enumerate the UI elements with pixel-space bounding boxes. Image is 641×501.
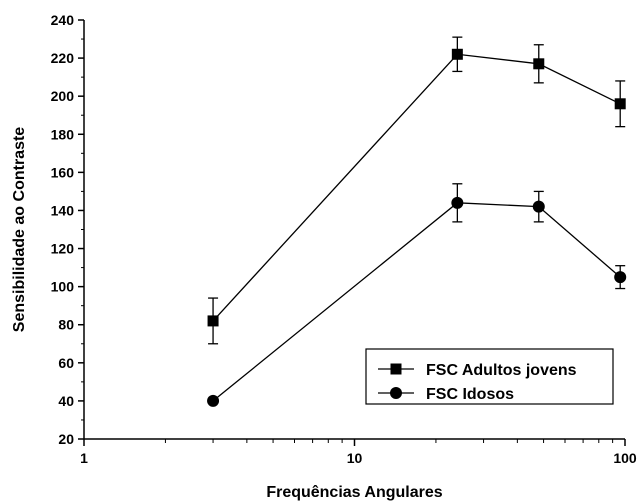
y-tick-label: 40 [58,393,74,409]
y-tick-label: 220 [51,50,75,66]
y-tick-label: 160 [51,164,75,180]
data-point [614,98,626,110]
data-point [451,48,463,60]
legend-item: FSC Adultos jovens [378,362,577,379]
data-point [207,315,219,327]
y-axis-ticks: 20 40 60 80 100 120 140 160 180 200 220 240 [51,12,84,447]
legend-square-marker [390,363,402,375]
x-tick-label: 1 [80,450,88,466]
x-tick-label: 10 [347,450,363,466]
y-tick-label: 20 [58,431,74,447]
series-1 [207,36,626,345]
legend: FSC Adultos jovens FSC Idosos [365,348,614,405]
x-axis-title: Frequências Angulares [266,484,442,501]
y-tick-label: 240 [51,12,75,28]
y-tick-label: 60 [58,355,74,371]
data-point [614,271,627,284]
series-2 [207,183,627,407]
y-tick-label: 180 [51,126,75,142]
y-tick-label: 140 [51,202,75,218]
y-axis-title: Sensibilidade ao Contraste [11,127,28,332]
plot-area [207,36,627,407]
data-point [533,58,545,70]
y-tick-label: 80 [58,317,74,333]
data-point [451,196,464,209]
legend-label: FSC Idosos [426,386,514,403]
series-line [212,53,621,322]
legend-item: FSC Idosos [378,386,514,403]
y-tick-label: 200 [51,88,75,104]
legend-circle-marker [390,387,402,399]
data-point [532,200,545,213]
legend-label: FSC Adultos jovens [426,362,577,379]
x-tick-label: 100 [613,450,637,466]
legend-box [365,348,614,405]
y-tick-label: 120 [51,241,75,257]
y-tick-label: 100 [51,279,75,295]
series-line [212,202,621,402]
x-axis-ticks: 1 10 100 [80,439,637,466]
data-point [207,394,220,407]
